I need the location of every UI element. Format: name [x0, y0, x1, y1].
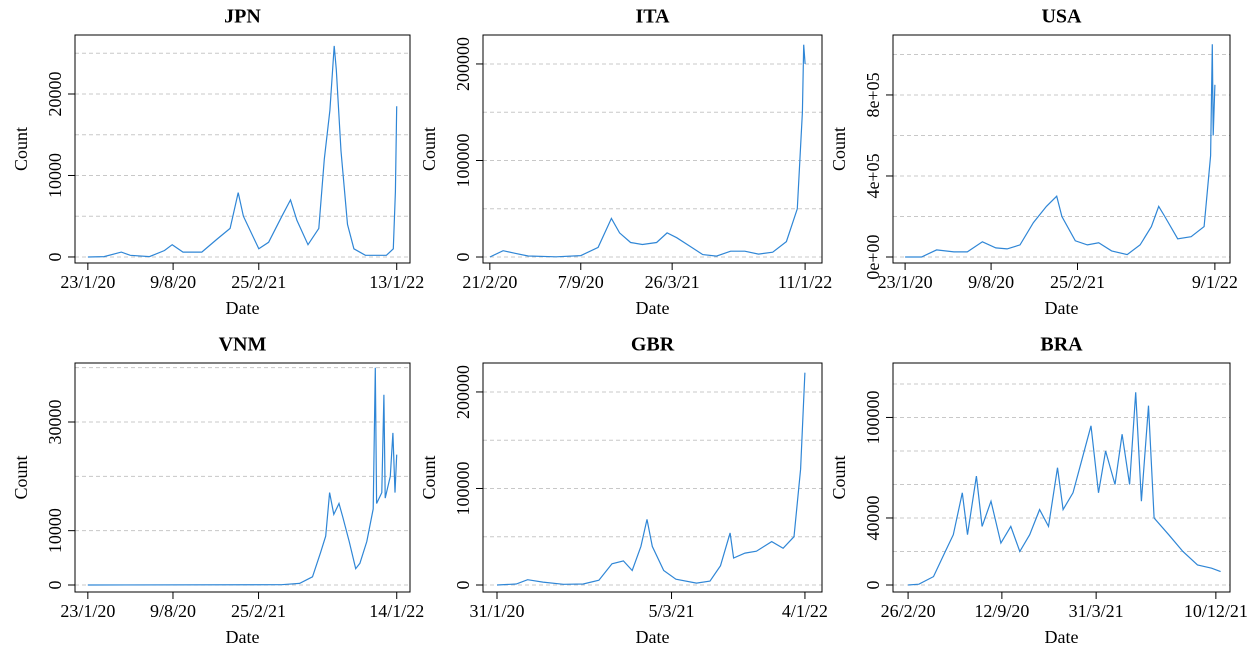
y-tick-label: 100000 [453, 461, 473, 515]
y-tick-label: 40000 [863, 495, 883, 540]
y-tick-label: 8e+05 [863, 72, 883, 117]
y-tick-label: 20000 [45, 71, 65, 116]
panel-title: ITA [635, 6, 670, 28]
panel-title: JPN [224, 6, 261, 28]
x-tick-label: 12/9/20 [974, 601, 1029, 621]
x-tick-label: 25/2/21 [231, 272, 286, 292]
x-tick-label: 25/2/21 [1050, 272, 1105, 292]
panel: GBR 0 100000 200000 31/1/20 5/3/21 4/1/22 Date C… [419, 334, 828, 648]
y-tick-label: 10000 [45, 153, 65, 198]
panel-title: VNM [219, 334, 267, 356]
x-tick-label: 4/1/22 [782, 601, 828, 621]
y-tick-label: 0 [45, 580, 65, 589]
x-tick-label: 23/1/20 [878, 272, 933, 292]
panel-title: USA [1041, 6, 1082, 28]
y-axis-label: Count [419, 127, 439, 171]
y-tick-label: 200000 [453, 365, 473, 419]
y-axis-label: Count [11, 455, 31, 499]
x-axis-label: Date [1045, 627, 1079, 647]
x-tick-label: 11/1/22 [778, 272, 832, 292]
x-tick-label: 14/1/22 [369, 601, 424, 621]
x-axis-label: Date [226, 298, 260, 318]
plot-frame [892, 34, 1231, 264]
y-tick-label: 200000 [453, 37, 473, 91]
x-axis-label: Date [226, 627, 260, 647]
panel: BRA 0 40000 100000 26/2/20 12/9/20 31/3/21 10/1… [829, 334, 1248, 648]
y-axis-label: Count [829, 127, 849, 171]
x-tick-label: 23/1/20 [60, 601, 115, 621]
x-tick-label: 26/3/21 [645, 272, 700, 292]
x-tick-label: 21/2/20 [462, 272, 517, 292]
x-tick-label: 9/8/20 [150, 601, 196, 621]
panel: USA 0e+00 4e+05 8e+05 23/1/20 9/8/20 25/2/21 9/… [829, 6, 1238, 319]
y-tick-label: 30000 [45, 400, 65, 445]
x-tick-label: 31/3/21 [1069, 601, 1124, 621]
y-tick-label: 4e+05 [863, 153, 883, 198]
y-tick-label: 0e+00 [863, 234, 883, 279]
x-axis-label: Date [636, 627, 670, 647]
x-axis-label: Date [1045, 298, 1079, 318]
x-tick-label: 9/8/20 [150, 272, 196, 292]
y-axis-label: Count [419, 455, 439, 499]
series-line [908, 392, 1221, 586]
y-tick-label: 100000 [863, 390, 883, 444]
y-tick-label: 10000 [45, 508, 65, 553]
x-tick-label: 5/3/21 [649, 601, 695, 621]
plot-frame [74, 34, 411, 264]
panel-title: BRA [1040, 334, 1083, 356]
y-tick-label: 0 [453, 581, 473, 590]
y-tick-label: 0 [863, 580, 883, 589]
y-axis-label: Count [829, 455, 849, 499]
y-axis-label: Count [11, 127, 31, 171]
x-tick-label: 9/1/22 [1192, 272, 1238, 292]
panel-title: GBR [631, 334, 675, 356]
y-tick-label: 0 [45, 252, 65, 261]
panel: JPN 0 10000 20000 23/1/20 9/8/20 25/2/21 13/1/2… [11, 6, 424, 319]
plot-frame [482, 34, 823, 264]
x-tick-label: 23/1/20 [60, 272, 115, 292]
plot-frame [482, 362, 823, 593]
x-tick-label: 7/9/20 [558, 272, 604, 292]
series-line [496, 372, 806, 586]
x-tick-label: 13/1/22 [369, 272, 424, 292]
plot-frame [892, 362, 1231, 593]
panel: VNM 0 10000 30000 23/1/20 9/8/20 25/2/21 14/1/2… [11, 334, 424, 648]
x-tick-label: 10/12/21 [1184, 601, 1248, 621]
series-line [87, 367, 398, 586]
panel: ITA 0 100000 200000 21/2/20 7/9/20 26/3/21 11/1… [419, 6, 832, 319]
series-line [87, 45, 398, 258]
x-tick-label: 25/2/21 [231, 601, 286, 621]
x-axis-label: Date [636, 298, 670, 318]
x-tick-label: 31/1/20 [469, 601, 524, 621]
x-tick-label: 26/2/20 [881, 601, 936, 621]
y-tick-label: 0 [453, 253, 473, 262]
y-tick-label: 100000 [453, 133, 473, 187]
series-line [905, 44, 1216, 258]
x-tick-label: 9/8/20 [968, 272, 1014, 292]
series-line [489, 44, 806, 258]
plot-frame [74, 362, 411, 593]
